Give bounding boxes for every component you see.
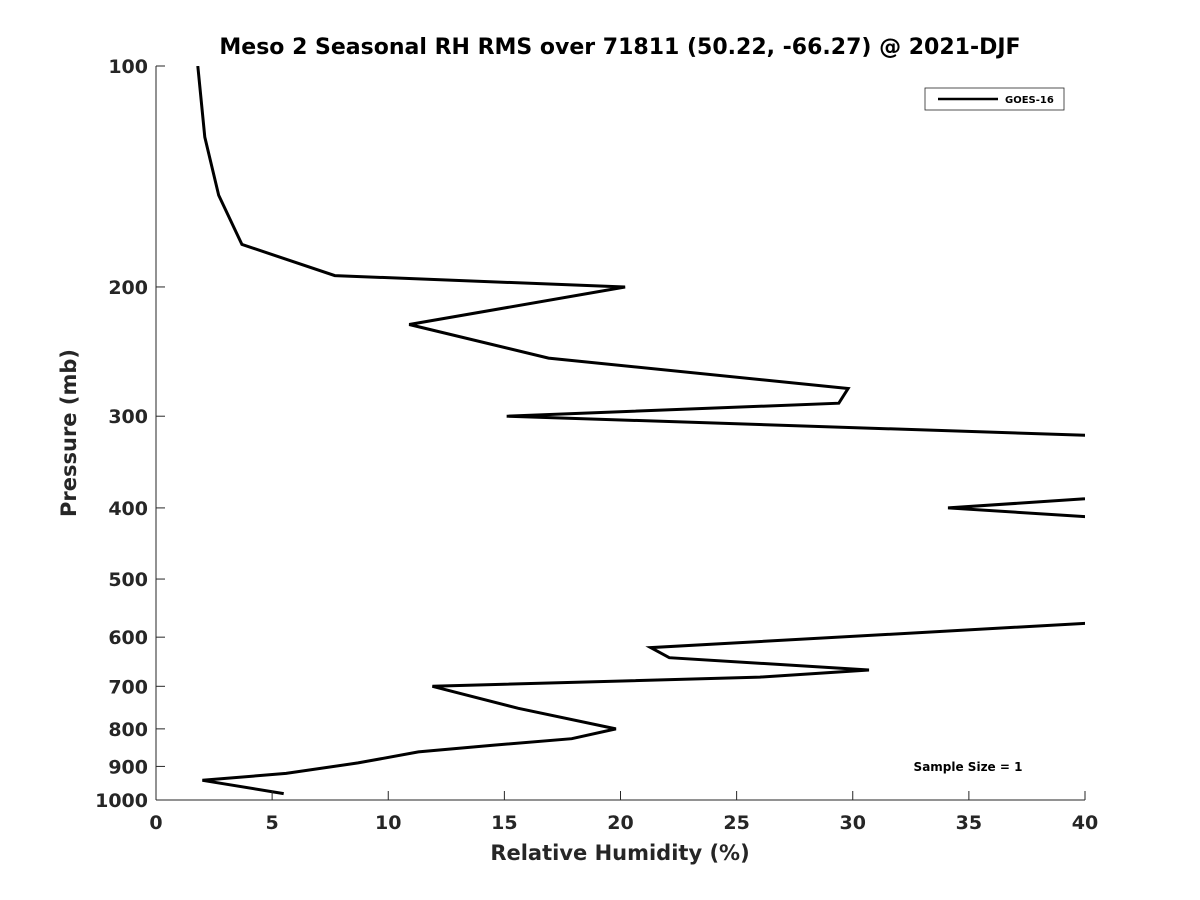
- y-tick-label: 1000: [95, 790, 148, 812]
- x-axis-label: Relative Humidity (%): [490, 841, 749, 865]
- plot-area: [155, 66, 1085, 801]
- sample-size-annotation: Sample Size = 1: [914, 760, 1023, 774]
- x-axis-ticks: 0 5 10 15 20 25 30 35 40: [149, 791, 1098, 834]
- x-tick-label: 0: [149, 812, 162, 834]
- y-tick-label: 600: [108, 627, 148, 649]
- legend-entry-goes-16: GOES-16: [1005, 95, 1054, 106]
- y-tick-label: 500: [108, 569, 148, 591]
- x-tick-label: 15: [491, 812, 517, 834]
- x-tick-label: 10: [375, 812, 401, 834]
- x-tick-label: 5: [266, 812, 279, 834]
- x-tick-label: 30: [840, 812, 866, 834]
- chart-title: Meso 2 Seasonal RH RMS over 71811 (50.22…: [219, 35, 1020, 60]
- x-tick-label: 35: [956, 812, 982, 834]
- y-tick-label: 300: [108, 406, 148, 428]
- y-tick-label: 800: [108, 719, 148, 741]
- y-axis-ticks: 100 200 300 400 500 600 700 800 900 1000: [95, 56, 165, 812]
- series-line-goes-16: [196, 66, 1085, 796]
- y-tick-label: 900: [108, 756, 148, 778]
- x-tick-label: 25: [723, 812, 749, 834]
- x-tick-label: 20: [607, 812, 633, 834]
- y-tick-label: 700: [108, 676, 148, 698]
- x-tick-label: 40: [1072, 812, 1098, 834]
- y-tick-label: 400: [108, 498, 148, 520]
- y-axis-label: Pressure (mb): [57, 349, 81, 517]
- legend: GOES-16: [924, 87, 1065, 111]
- y-tick-label: 100: [108, 56, 148, 78]
- y-tick-label: 200: [108, 277, 148, 299]
